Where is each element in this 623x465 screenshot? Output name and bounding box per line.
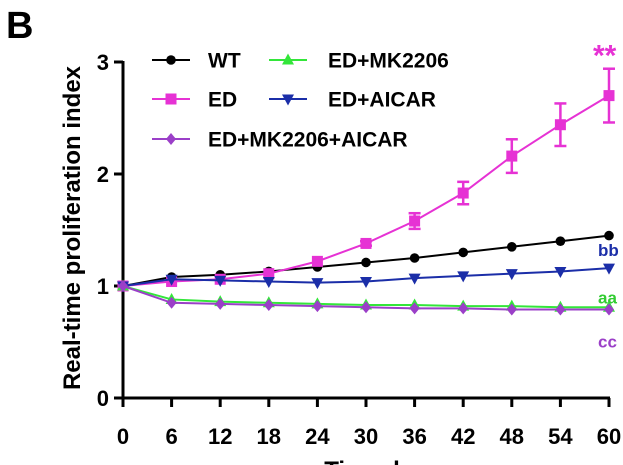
legend-label: WT — [208, 50, 241, 73]
data-point — [604, 303, 614, 316]
data-point — [554, 119, 566, 131]
data-point — [166, 296, 177, 309]
data-point — [457, 271, 470, 283]
data-point — [505, 269, 518, 281]
data-point — [603, 90, 615, 102]
legend-marker — [282, 94, 294, 106]
data-point — [507, 242, 517, 252]
x-tick-label: 54 — [548, 424, 573, 449]
legend-marker — [166, 133, 176, 145]
significance-label: bb — [598, 241, 619, 260]
legend-label: ED+MK2206+AICAR — [208, 129, 408, 152]
series-ed-aicar — [117, 263, 615, 293]
x-tick-label: 60 — [597, 424, 621, 449]
series-ed-mk2206-aicar — [118, 280, 614, 316]
y-tick-label: 0 — [97, 386, 109, 411]
x-tick-label: 6 — [165, 424, 177, 449]
x-tick-label: 24 — [305, 424, 330, 449]
legend-label: ED — [208, 89, 237, 112]
legend-label: ED+AICAR — [328, 89, 436, 112]
legend-marker — [282, 53, 294, 65]
data-point — [361, 257, 371, 268]
significance-label: ** — [593, 40, 617, 73]
data-point — [360, 237, 372, 249]
data-point — [118, 280, 128, 292]
data-point — [165, 274, 178, 286]
data-point — [263, 299, 274, 312]
data-point — [457, 187, 469, 199]
data-point — [506, 150, 518, 162]
data-point — [215, 297, 226, 310]
data-point — [555, 236, 566, 246]
data-point — [555, 303, 566, 316]
x-axis-title: Time, h — [324, 457, 408, 465]
data-point — [311, 278, 324, 290]
x-tick-label: 0 — [117, 424, 129, 449]
legend: WT ED ED+MK2206 ED+AICAR ED+MK2206+AICAR — [152, 50, 449, 152]
significance-label: cc — [598, 333, 617, 352]
legend-label: ED+MK2206 — [328, 50, 449, 73]
data-point — [360, 277, 372, 289]
legend-marker — [165, 93, 177, 105]
data-point — [603, 263, 615, 275]
x-tick-label: 12 — [208, 424, 232, 449]
x-tick-label: 36 — [402, 424, 426, 449]
x-tick-label: 30 — [354, 424, 378, 449]
legend-item: WT — [152, 50, 241, 73]
legend-item: ED+AICAR — [269, 89, 436, 112]
series-line — [122, 94, 610, 287]
legend-marker — [166, 55, 176, 65]
y-tick-label: 1 — [97, 274, 109, 299]
y-tick-label: 3 — [97, 50, 109, 75]
panel-label: B — [6, 5, 33, 47]
data-point — [409, 253, 420, 263]
x-tick-label: 42 — [451, 424, 475, 449]
data-point — [408, 273, 421, 285]
legend-item: ED+MK2206+AICAR — [152, 129, 408, 152]
data-point — [312, 300, 323, 313]
y-axis-title: Real-time proliferation index — [59, 65, 86, 390]
plot-area — [117, 67, 615, 316]
data-point — [262, 277, 275, 289]
data-point — [263, 268, 275, 280]
data-point — [554, 266, 567, 278]
data-point — [506, 303, 517, 316]
legend-item: ED+MK2206 — [269, 50, 449, 73]
x-tick-label: 18 — [257, 424, 281, 449]
data-point — [409, 302, 420, 315]
legend-item: ED — [152, 89, 237, 112]
data-point — [214, 275, 227, 287]
significance-annotations: ** bb aa cc — [593, 40, 619, 352]
data-point — [604, 230, 614, 241]
y-tick-label: 2 — [97, 162, 109, 187]
x-tick-label: 48 — [500, 424, 524, 449]
data-point — [311, 255, 323, 267]
data-point — [409, 215, 421, 227]
data-point — [458, 247, 469, 258]
data-point — [458, 302, 469, 315]
significance-label: aa — [598, 288, 617, 307]
data-point — [361, 301, 371, 314]
